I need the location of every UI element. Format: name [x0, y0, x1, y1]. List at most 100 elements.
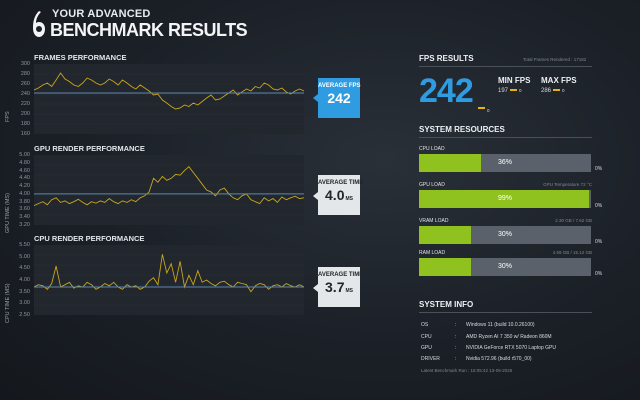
cpu-render-tick-label: 5.00 — [19, 253, 30, 260]
min-marker-icon — [510, 89, 518, 92]
gpu-render-tick-label: 4.60 — [19, 167, 30, 174]
resource-label: VRAM LOAD — [419, 218, 449, 224]
cpu-render-tick-label: 5.50 — [19, 242, 30, 248]
cpu-average-time-label: AVERAGE TIME — [318, 272, 364, 278]
resource-percent: 30% — [497, 231, 512, 238]
gpu-render-tick-label: 4.40 — [19, 175, 30, 182]
max-fps-value: 286 — [541, 88, 552, 94]
system-info-colon: : — [455, 356, 457, 362]
system-info-title: SYSTEM INFO — [419, 300, 474, 309]
resource-zero: 0% — [595, 239, 603, 245]
gpu-average-time-label: AVERAGE TIME — [318, 180, 364, 186]
system-info-key: CPU — [421, 334, 432, 340]
ram-load-bar: 30% — [419, 258, 591, 276]
system-info-colon: : — [455, 334, 457, 340]
resource-percent: 30% — [497, 263, 512, 270]
cpu-render-tick-label: 4.50 — [19, 265, 30, 272]
fps-results-divider — [419, 66, 592, 67]
system-info-key: DRIVER — [421, 356, 440, 362]
resource-extra: 2.30 GB / 7.62 GB — [555, 218, 592, 223]
vram-load-bar: 30% — [419, 226, 591, 244]
system-info-key: OS — [421, 322, 429, 328]
logo-icon — [33, 11, 45, 37]
series-line — [33, 254, 305, 293]
resource-percent: 36% — [497, 159, 512, 166]
cpu-render-tick-label: 3.50 — [19, 288, 30, 295]
cpu-average-time-unit: MS — [345, 288, 353, 294]
cpu-average-time-value-wrap: 3.7MS — [318, 279, 360, 295]
cpu-render-tick-label: 3.00 — [19, 300, 30, 307]
min-fps-value: 197 — [498, 88, 509, 94]
min-fps-zero: 0 — [519, 88, 522, 93]
system-info-colon: : — [455, 345, 457, 351]
average-fps-value: 242 — [327, 90, 351, 106]
min-fps-row: 197 0 — [498, 88, 530, 94]
min-fps-label: MIN FPS — [498, 76, 531, 85]
series-line — [33, 72, 305, 110]
resource-label: CPU LOAD — [419, 146, 445, 152]
resource-zero: 0% — [595, 203, 603, 209]
cpu-badge-notch — [313, 284, 318, 292]
cpu-average-time-badge: AVERAGE TIME 3.7MS — [318, 267, 364, 307]
series-line — [33, 166, 305, 207]
gpu-render-title: GPU RENDER PERFORMANCE — [34, 144, 145, 153]
gpu-render-plot — [33, 155, 305, 225]
cpu-render-tick-label: 4.00 — [19, 277, 30, 283]
fps-avg-zero: 0 — [487, 108, 490, 113]
gpu-average-time-badge: AVERAGE TIME 4.0MS — [318, 175, 364, 215]
frames-tick-label: 240 — [20, 91, 30, 97]
fps-big-value: 242 — [419, 72, 474, 110]
frames-title: FRAMES PERFORMANCE — [34, 53, 127, 62]
gpu-render-tick-label: 3.60 — [19, 206, 30, 213]
system-info-divider — [419, 312, 592, 313]
frames-tick-label: 180 — [20, 121, 30, 127]
system-info-value: Nvidia 572.96 (build r570_00) — [466, 356, 532, 362]
system-resources-title: SYSTEM RESOURCES — [419, 125, 505, 134]
max-fps: MAX FPS 286 0 — [541, 76, 577, 94]
gpu-render-tick-label: 3.20 — [19, 222, 30, 228]
frames-tick-label: 300 — [20, 61, 30, 67]
resource-extra: GPU Temperature 72 °C — [543, 182, 592, 187]
gpu-average-time-unit: MS — [345, 196, 353, 202]
resource-fill — [419, 190, 590, 208]
total-frames: Total Frames Rendered : 17182 — [523, 57, 587, 62]
resource-extra: 4.59 GB / 15.12 GB — [552, 250, 592, 255]
fps-results-title: FPS RESULTS — [419, 54, 474, 63]
gpu-render-tick-label: 3.40 — [19, 214, 30, 221]
gpu-render-chart — [33, 164, 305, 216]
gpu-badge-notch — [313, 192, 318, 200]
avg-marker-icon — [478, 106, 485, 109]
resource-fill — [419, 258, 471, 276]
gpu-render-tick-label: 4.80 — [19, 159, 30, 166]
max-marker-icon — [553, 89, 561, 92]
header-title: BENCHMARK RESULTS — [50, 20, 248, 40]
gpu-render-tick-label: 3.80 — [19, 198, 30, 205]
resource-fill — [419, 154, 481, 172]
max-fps-row: 286 0 — [541, 88, 577, 94]
system-resources-divider — [419, 137, 592, 138]
resource-zero: 0% — [595, 166, 603, 172]
max-fps-zero: 0 — [562, 88, 565, 93]
frames-tick-label: 200 — [20, 111, 30, 117]
gpu-average-time-value: 4.0 — [325, 187, 345, 203]
max-fps-label: MAX FPS — [541, 76, 577, 85]
last-benchmark-run: Latest Benchmark Run : 15:05:42 13-05-20… — [421, 368, 513, 373]
frames-plot — [33, 64, 305, 134]
system-info-key: GPU — [421, 345, 432, 351]
resource-percent: 99% — [497, 195, 512, 202]
gpu-average-time-value-wrap: 4.0MS — [318, 187, 360, 203]
gpu-render-tick-label: 4.20 — [19, 183, 30, 190]
frames-tick-label: 280 — [20, 71, 30, 77]
gpu-render-tick-label: 4.00 — [19, 190, 30, 197]
min-fps: MIN FPS 197 0 — [498, 76, 530, 94]
system-info-value: AMD Ryzen AI 7 350 w/ Radeon 860M — [466, 334, 552, 340]
cpu-render-plot — [33, 245, 305, 315]
frames-chart — [33, 72, 305, 125]
frames-tick-label: 260 — [20, 81, 30, 87]
system-info-value: Windows 11 (build 10.0.26100) — [466, 322, 535, 328]
fps-avg-zero-row: 0 — [476, 99, 490, 117]
resource-zero: 0% — [595, 271, 603, 277]
gpu-load-bar: 99% — [419, 190, 591, 208]
system-info-colon: : — [455, 322, 457, 328]
cpu-render-tick-label: 2.50 — [19, 312, 30, 318]
